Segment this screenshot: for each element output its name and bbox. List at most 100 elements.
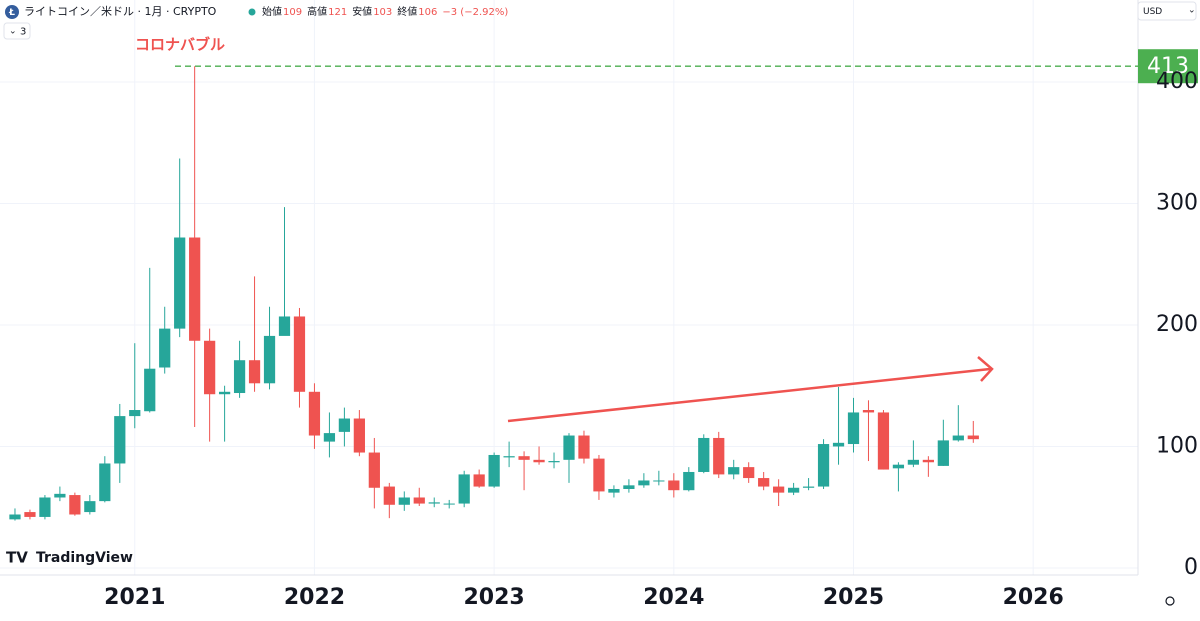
candle-body: [368, 452, 380, 488]
x-tick-label: 2023: [464, 585, 525, 610]
candle: [967, 420, 979, 443]
candle-body: [278, 316, 291, 336]
candle-body: [293, 316, 306, 392]
candle: [593, 454, 605, 500]
candle-body: [54, 493, 66, 498]
candle: [952, 405, 964, 442]
candle-body: [548, 461, 560, 463]
ohlc-value: 103: [373, 7, 392, 18]
y-tick-label: 300: [1156, 190, 1198, 215]
candle-body: [922, 459, 934, 463]
candle: [623, 479, 635, 493]
candle-body: [99, 463, 111, 502]
candle: [533, 446, 545, 465]
logo-mark: 𝗧𝗩: [6, 549, 28, 567]
annotation: コロナバブル: [135, 36, 225, 54]
candle: [129, 343, 141, 429]
y-tick-label: 200: [1156, 312, 1198, 337]
candle: [69, 492, 81, 516]
candle-body: [473, 474, 485, 487]
candle: [608, 485, 620, 498]
candle: [907, 440, 920, 468]
candle: [263, 306, 276, 390]
candle: [683, 467, 695, 492]
x-tick-label: 2021: [104, 585, 165, 610]
candle: [877, 410, 890, 470]
candle: [698, 434, 710, 474]
candle-body: [174, 237, 186, 329]
candle-body: [967, 435, 979, 440]
candle-body: [907, 459, 920, 465]
candle: [443, 499, 455, 509]
logo: TradingView: [36, 550, 133, 566]
candle-body: [773, 486, 785, 493]
y-tick-label: 100: [1156, 433, 1198, 458]
arrow-head: [977, 356, 994, 382]
candle-body: [743, 467, 755, 479]
price-line-group: 413: [175, 49, 1198, 84]
coin-icon-glyph: Ł: [8, 8, 15, 18]
candle-body: [204, 340, 216, 395]
status-dot: [248, 8, 256, 16]
x-tick-label: 2026: [1003, 585, 1064, 610]
candle-body: [488, 454, 500, 487]
candle: [233, 340, 246, 398]
candle: [323, 412, 336, 458]
candle: [99, 456, 111, 503]
candle: [832, 386, 845, 465]
candle-body: [683, 471, 695, 491]
candle: [473, 469, 485, 488]
candle-body: [862, 410, 875, 413]
candle-body: [668, 480, 680, 491]
candle: [54, 486, 66, 502]
candle-body: [533, 459, 545, 463]
candle: [24, 509, 36, 520]
candle-body: [698, 437, 710, 472]
candle-body: [593, 458, 605, 492]
candle-body: [563, 435, 575, 460]
ohlc-value: 106: [418, 7, 437, 18]
candle: [278, 207, 291, 336]
candle-body: [937, 440, 949, 466]
candle-body: [728, 467, 740, 475]
candle-body: [847, 412, 860, 445]
currency-select[interactable]: [1137, 1, 1197, 21]
candle: [817, 439, 830, 489]
candle: [9, 508, 21, 521]
candle-body: [802, 486, 815, 488]
y-tick-label: 0: [1184, 555, 1198, 580]
chevron: ⌄: [1188, 6, 1196, 16]
ohlc-label: 終値: [397, 5, 417, 18]
x-tick-label: 2024: [643, 585, 704, 610]
candle: [39, 495, 51, 520]
candle-body: [458, 474, 470, 504]
candle-body: [114, 416, 126, 464]
candle-body: [713, 437, 725, 475]
ohlc-label: 安値: [352, 5, 372, 18]
ohlc-value: 109: [283, 7, 302, 18]
candle: [862, 400, 875, 462]
candle: [578, 430, 590, 464]
candle-body: [892, 464, 905, 469]
settings-icon[interactable]: [1165, 596, 1175, 606]
coin-icon: [5, 5, 19, 19]
candle-body: [9, 514, 21, 520]
candle-body: [443, 503, 455, 505]
candle: [787, 482, 800, 496]
candle-body: [233, 360, 246, 394]
symbol: ライトコイン／米ドル · 1月 · CRYPTO: [24, 5, 217, 18]
candle: [892, 462, 905, 492]
trend-arrow: [507, 356, 994, 423]
candle-body: [383, 486, 395, 505]
candle: [189, 66, 201, 428]
candle-body: [758, 478, 770, 487]
candle-body: [338, 418, 351, 432]
candle: [398, 491, 410, 511]
candle: [293, 307, 306, 408]
y-tick-label: 400: [1156, 69, 1198, 94]
candle-body: [877, 412, 890, 470]
candle-body: [69, 495, 81, 515]
candle: [144, 267, 156, 413]
indicator-toggle[interactable]: [3, 22, 31, 40]
candle-body: [413, 497, 425, 504]
